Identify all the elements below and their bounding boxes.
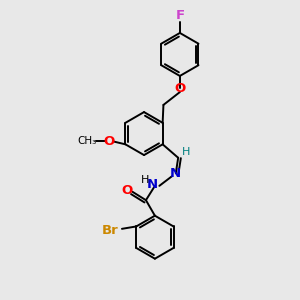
Text: N: N [146,178,158,191]
Text: H: H [141,175,149,185]
Text: N: N [170,167,181,180]
Text: Br: Br [102,224,119,236]
Text: H: H [182,147,191,158]
Text: CH₃: CH₃ [77,136,97,146]
Text: O: O [174,82,185,95]
Text: F: F [175,9,184,22]
Text: O: O [121,184,132,196]
Text: O: O [104,135,115,148]
